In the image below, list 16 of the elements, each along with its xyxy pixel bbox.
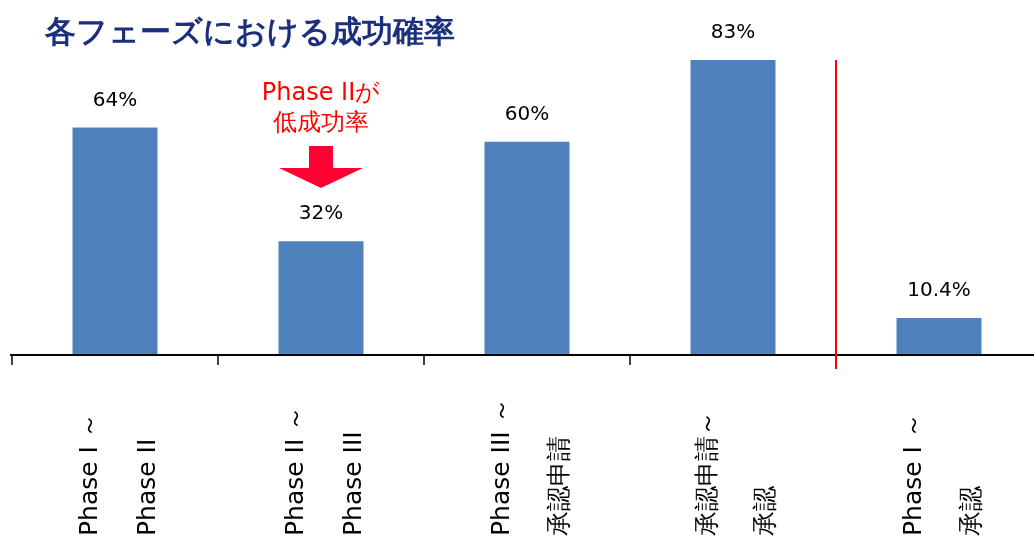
- bar: [72, 127, 158, 355]
- data-label: 32%: [298, 200, 344, 225]
- x-tick-label: Phase III ～承認申請: [486, 398, 573, 536]
- data-label: 60%: [504, 100, 550, 125]
- chart-title: 各フェーズにおける成功確率: [44, 13, 455, 49]
- data-label: 64%: [92, 86, 138, 111]
- data-label: 83%: [710, 19, 756, 43]
- x-tick-label: Phase I ～承認: [898, 413, 985, 536]
- x-tick-label: Phase II ～Phase III: [280, 405, 367, 536]
- annotation: Phase IIが低成功率: [261, 78, 381, 136]
- bar: [278, 241, 364, 355]
- x-tick-label: Phase I ～Phase II: [74, 413, 161, 536]
- bar: [690, 60, 776, 355]
- x-tick-label: 承認申請～承認: [692, 411, 779, 536]
- data-label: 10.4%: [907, 277, 971, 302]
- bar: [484, 141, 570, 355]
